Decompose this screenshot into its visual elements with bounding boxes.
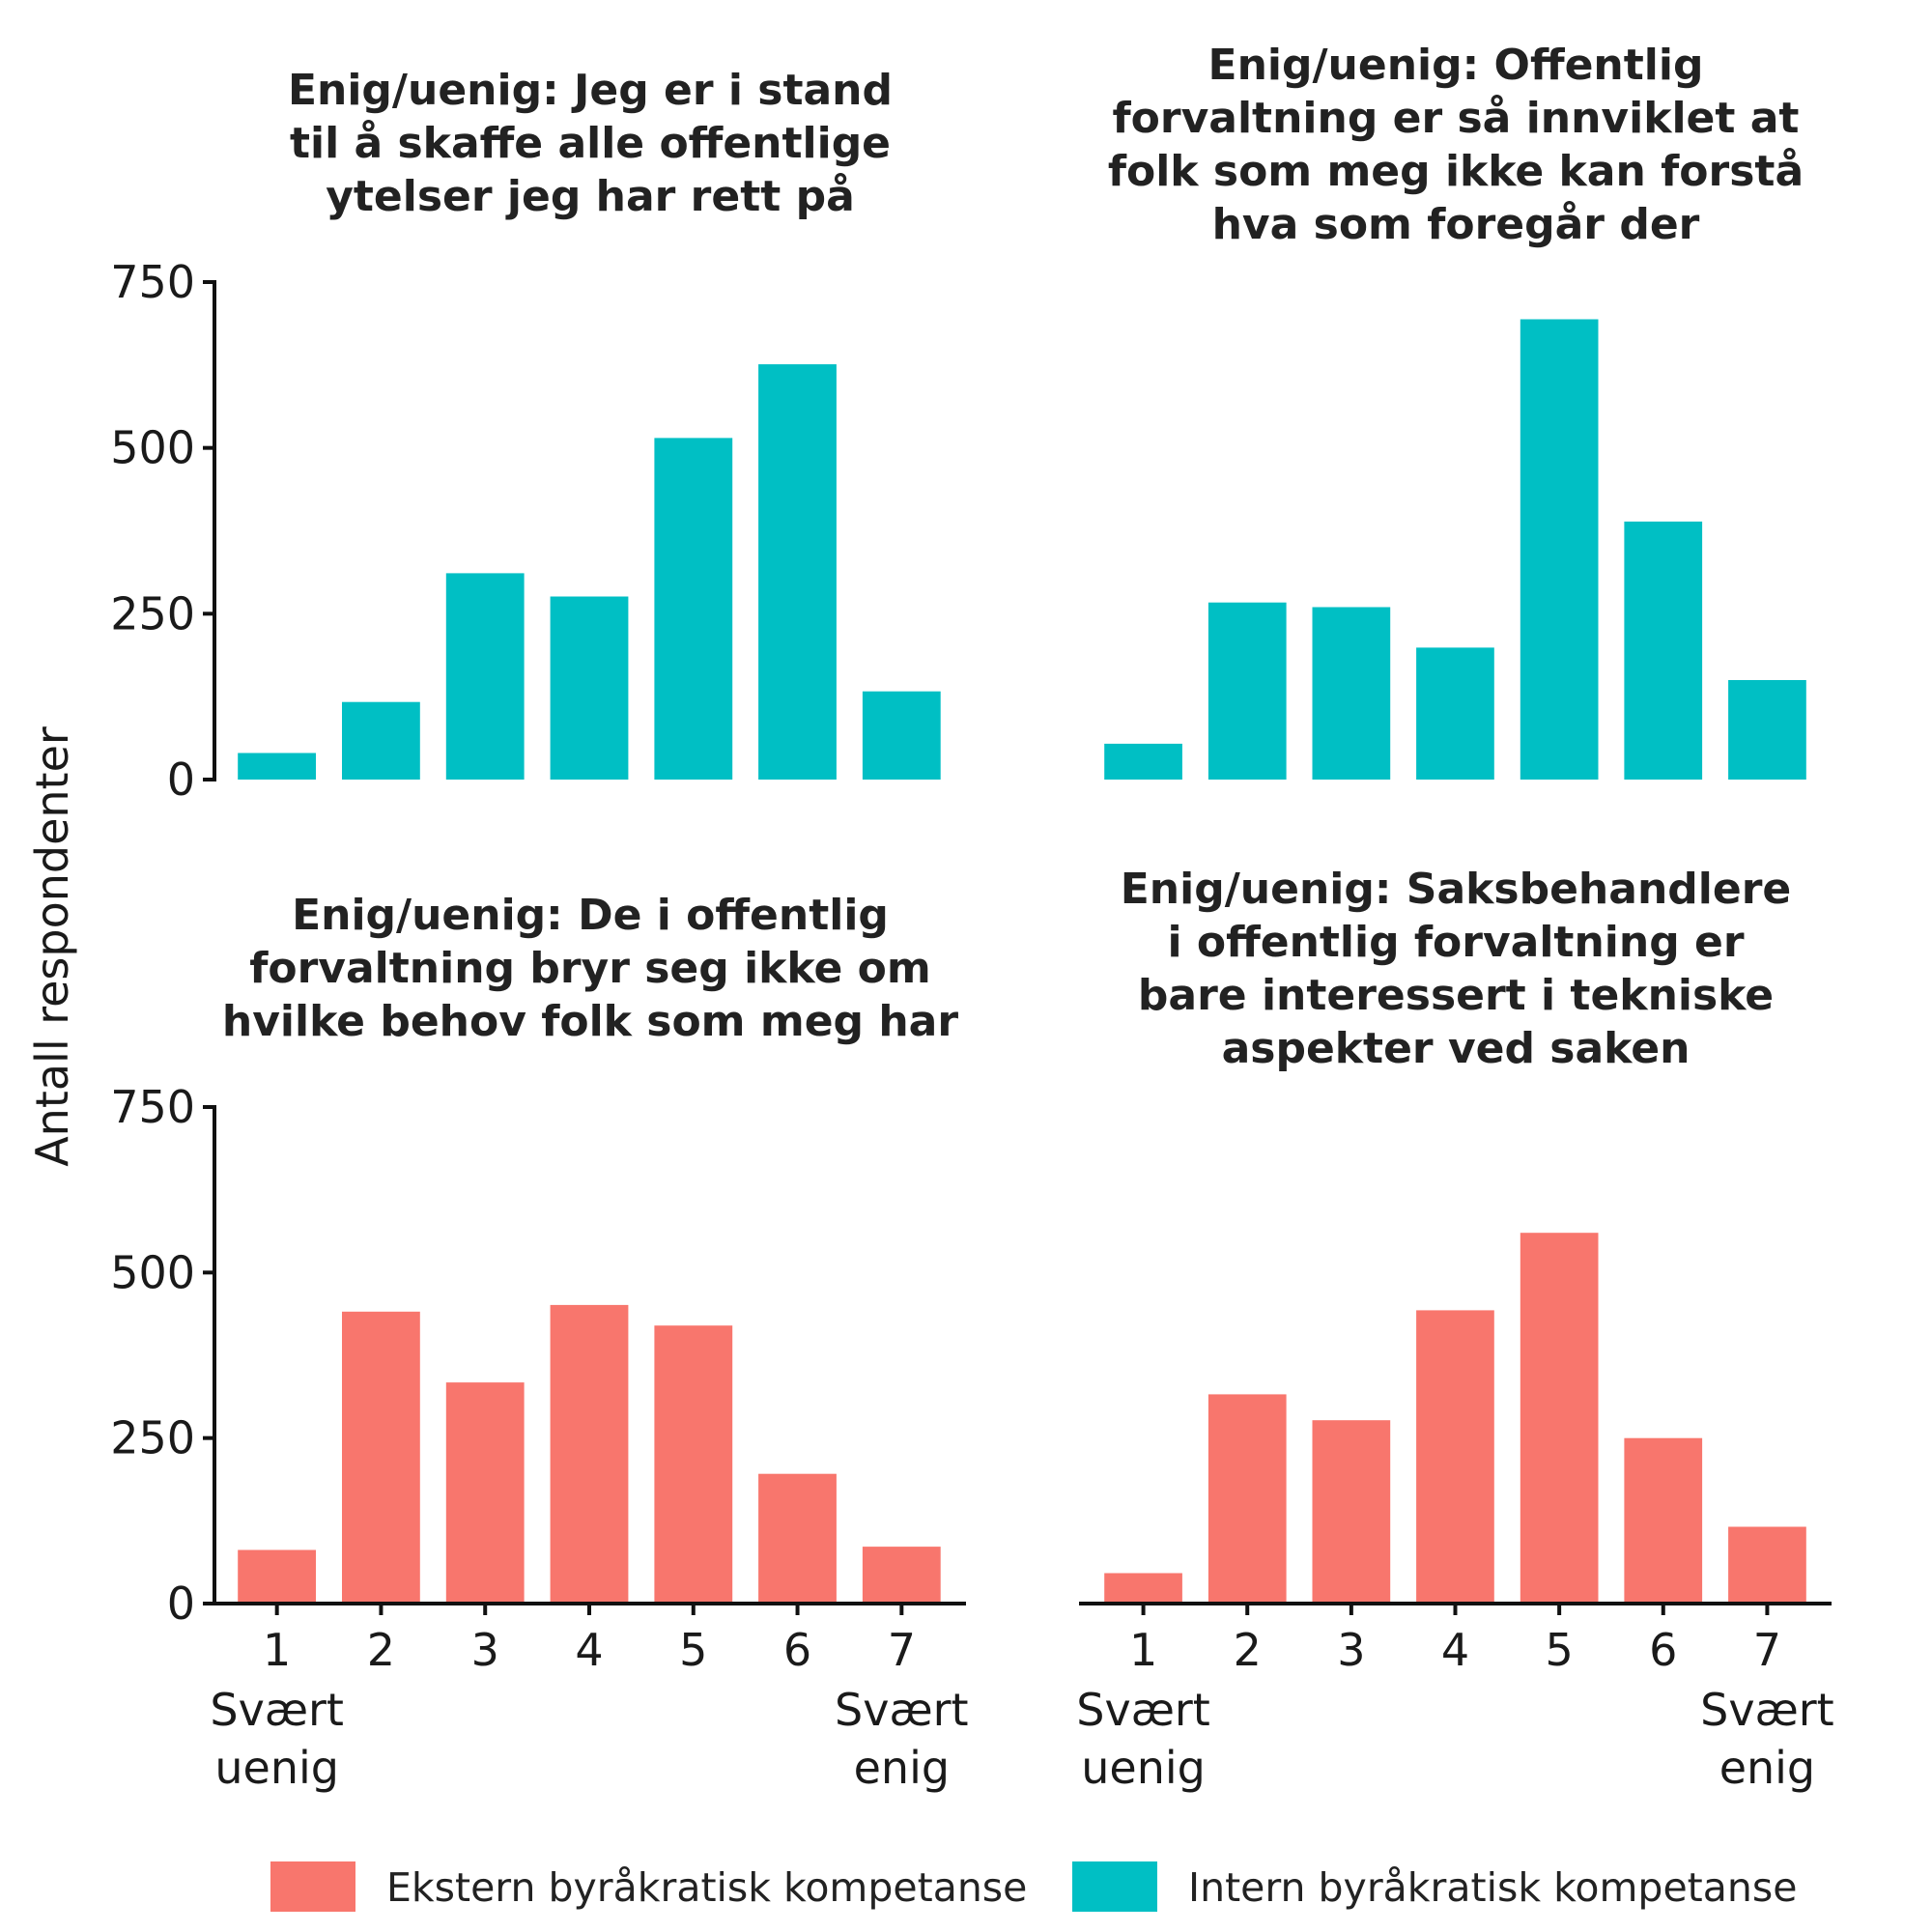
bar-4 <box>1416 647 1494 780</box>
bar-2 <box>1208 602 1287 780</box>
x-end-label-right: Svært enig <box>1700 1684 1834 1794</box>
x-tick-label: 7 <box>888 1624 916 1676</box>
bar-5 <box>654 438 733 780</box>
x-tick-label: 7 <box>1753 1624 1781 1676</box>
panel-title-line: folk som meg ikke kan forstå <box>1108 147 1804 196</box>
y-axis-label: Antall respondenter <box>26 726 78 1167</box>
bar-7 <box>1728 1526 1806 1604</box>
panel-title-line: aspekter ved saken <box>1222 1024 1690 1073</box>
x-tick-label: 2 <box>1234 1624 1262 1676</box>
x-tick-label: 3 <box>1337 1624 1365 1676</box>
bar-1 <box>1104 1573 1182 1604</box>
bar-1 <box>238 1549 316 1604</box>
x-tick-label: 6 <box>783 1624 811 1676</box>
y-tick-label: 750 <box>110 1081 195 1133</box>
bar-7 <box>862 1547 941 1604</box>
bar-6 <box>1624 1437 1703 1604</box>
panel-title-line: Enig/uenig: Jeg er i stand <box>288 66 893 115</box>
bar-2 <box>342 1311 420 1604</box>
bar-3 <box>445 573 525 780</box>
y-tick-label: 250 <box>110 1412 195 1464</box>
bar-5 <box>654 1325 733 1604</box>
panel-title-line: hva som foregår der <box>1212 200 1700 249</box>
bar-3 <box>445 1382 525 1604</box>
panel-br: Enig/uenig: Saksbehandlere i offentlig fo… <box>1076 865 1833 1794</box>
bar-5 <box>1520 319 1599 780</box>
bar-6 <box>758 364 837 780</box>
bar-4 <box>1416 1310 1494 1604</box>
y-tick-label: 500 <box>110 1246 195 1298</box>
panel-title-line: ytelser jeg har rett på <box>326 172 855 221</box>
bar-7 <box>1728 680 1806 780</box>
panel-title: Enig/uenig: Jeg er i stand til å skaffe a… <box>288 66 893 221</box>
bar-7 <box>862 691 941 780</box>
bar-1 <box>238 753 316 780</box>
legend-swatch <box>1072 1861 1157 1912</box>
x-tick-label: 3 <box>471 1624 499 1676</box>
y-tick-label: 750 <box>110 256 195 308</box>
x-tick-label: 1 <box>1129 1624 1157 1676</box>
bar-2 <box>1208 1394 1287 1604</box>
bar-4 <box>550 1304 629 1604</box>
x-end-label-left-line: uenig <box>1081 1742 1206 1794</box>
bar-4 <box>550 596 629 780</box>
x-end-label-right-line: Svært <box>1700 1684 1834 1736</box>
bar-6 <box>1624 521 1703 780</box>
panel-bl: Enig/uenig: De i offentlig forvaltning br… <box>110 891 968 1794</box>
y-tick-label: 250 <box>110 587 195 639</box>
x-end-label-right-line: enig <box>854 1742 950 1794</box>
x-tick-label: 4 <box>575 1624 603 1676</box>
legend-swatch <box>270 1861 355 1912</box>
panel-title-line: forvaltning bryr seg ikke om <box>249 944 931 993</box>
bar-3 <box>1312 607 1391 780</box>
x-tick-label: 1 <box>263 1624 291 1676</box>
panel-title: Enig/uenig: De i offentlig forvaltning br… <box>222 891 958 1046</box>
panel-title: Enig/uenig: Saksbehandlere i offentlig fo… <box>1121 865 1791 1073</box>
y-tick-label: 0 <box>167 753 195 806</box>
legend: Ekstern byråkratisk kompetanse Intern byr… <box>270 1861 1797 1912</box>
bar-1 <box>1104 743 1182 780</box>
x-tick-label: 5 <box>1545 1624 1573 1676</box>
x-end-label-left-line: Svært <box>1076 1684 1210 1736</box>
legend-label: Intern byråkratisk kompetanse <box>1188 1864 1797 1911</box>
x-tick-label: 4 <box>1441 1624 1469 1676</box>
x-tick-label: 5 <box>679 1624 707 1676</box>
panel-title-line: Enig/uenig: De i offentlig <box>292 891 889 940</box>
x-end-label-right-line: enig <box>1719 1742 1815 1794</box>
x-end-label-left: Svært uenig <box>210 1684 344 1794</box>
x-end-label-left: Svært uenig <box>1076 1684 1210 1794</box>
panel-title-line: i offentlig forvaltning er <box>1167 918 1744 967</box>
x-end-label-right: Svært enig <box>835 1684 969 1794</box>
panel-tl: Enig/uenig: Jeg er i stand til å skaffe a… <box>110 66 941 806</box>
panel-title-line: Enig/uenig: Offentlig <box>1208 41 1704 90</box>
panel-title: Enig/uenig: Offentlig forvaltning er så i… <box>1108 41 1804 249</box>
x-end-label-left-line: Svært <box>210 1684 344 1736</box>
y-tick-label: 0 <box>167 1577 195 1630</box>
x-end-label-right-line: Svært <box>835 1684 969 1736</box>
panel-title-line: forvaltning er så innviklet at <box>1113 94 1800 143</box>
legend-label: Ekstern byråkratisk kompetanse <box>386 1864 1027 1911</box>
panel-title-line: til å skaffe alle offentlige <box>290 119 891 168</box>
bar-3 <box>1312 1420 1391 1604</box>
panel-title-line: bare interessert i tekniske <box>1138 971 1774 1020</box>
panel-tr: Enig/uenig: Offentlig forvaltning er så i… <box>1104 41 1806 780</box>
x-end-label-left-line: uenig <box>214 1742 339 1794</box>
y-tick-label: 500 <box>110 422 195 474</box>
x-tick-label: 6 <box>1649 1624 1677 1676</box>
x-tick-label: 2 <box>367 1624 395 1676</box>
panel-title-line: hvilke behov folk som meg har <box>222 997 958 1046</box>
bar-6 <box>758 1473 837 1604</box>
bar-5 <box>1520 1233 1599 1604</box>
panel-title-line: Enig/uenig: Saksbehandlere <box>1121 865 1791 914</box>
bar-2 <box>342 701 420 780</box>
